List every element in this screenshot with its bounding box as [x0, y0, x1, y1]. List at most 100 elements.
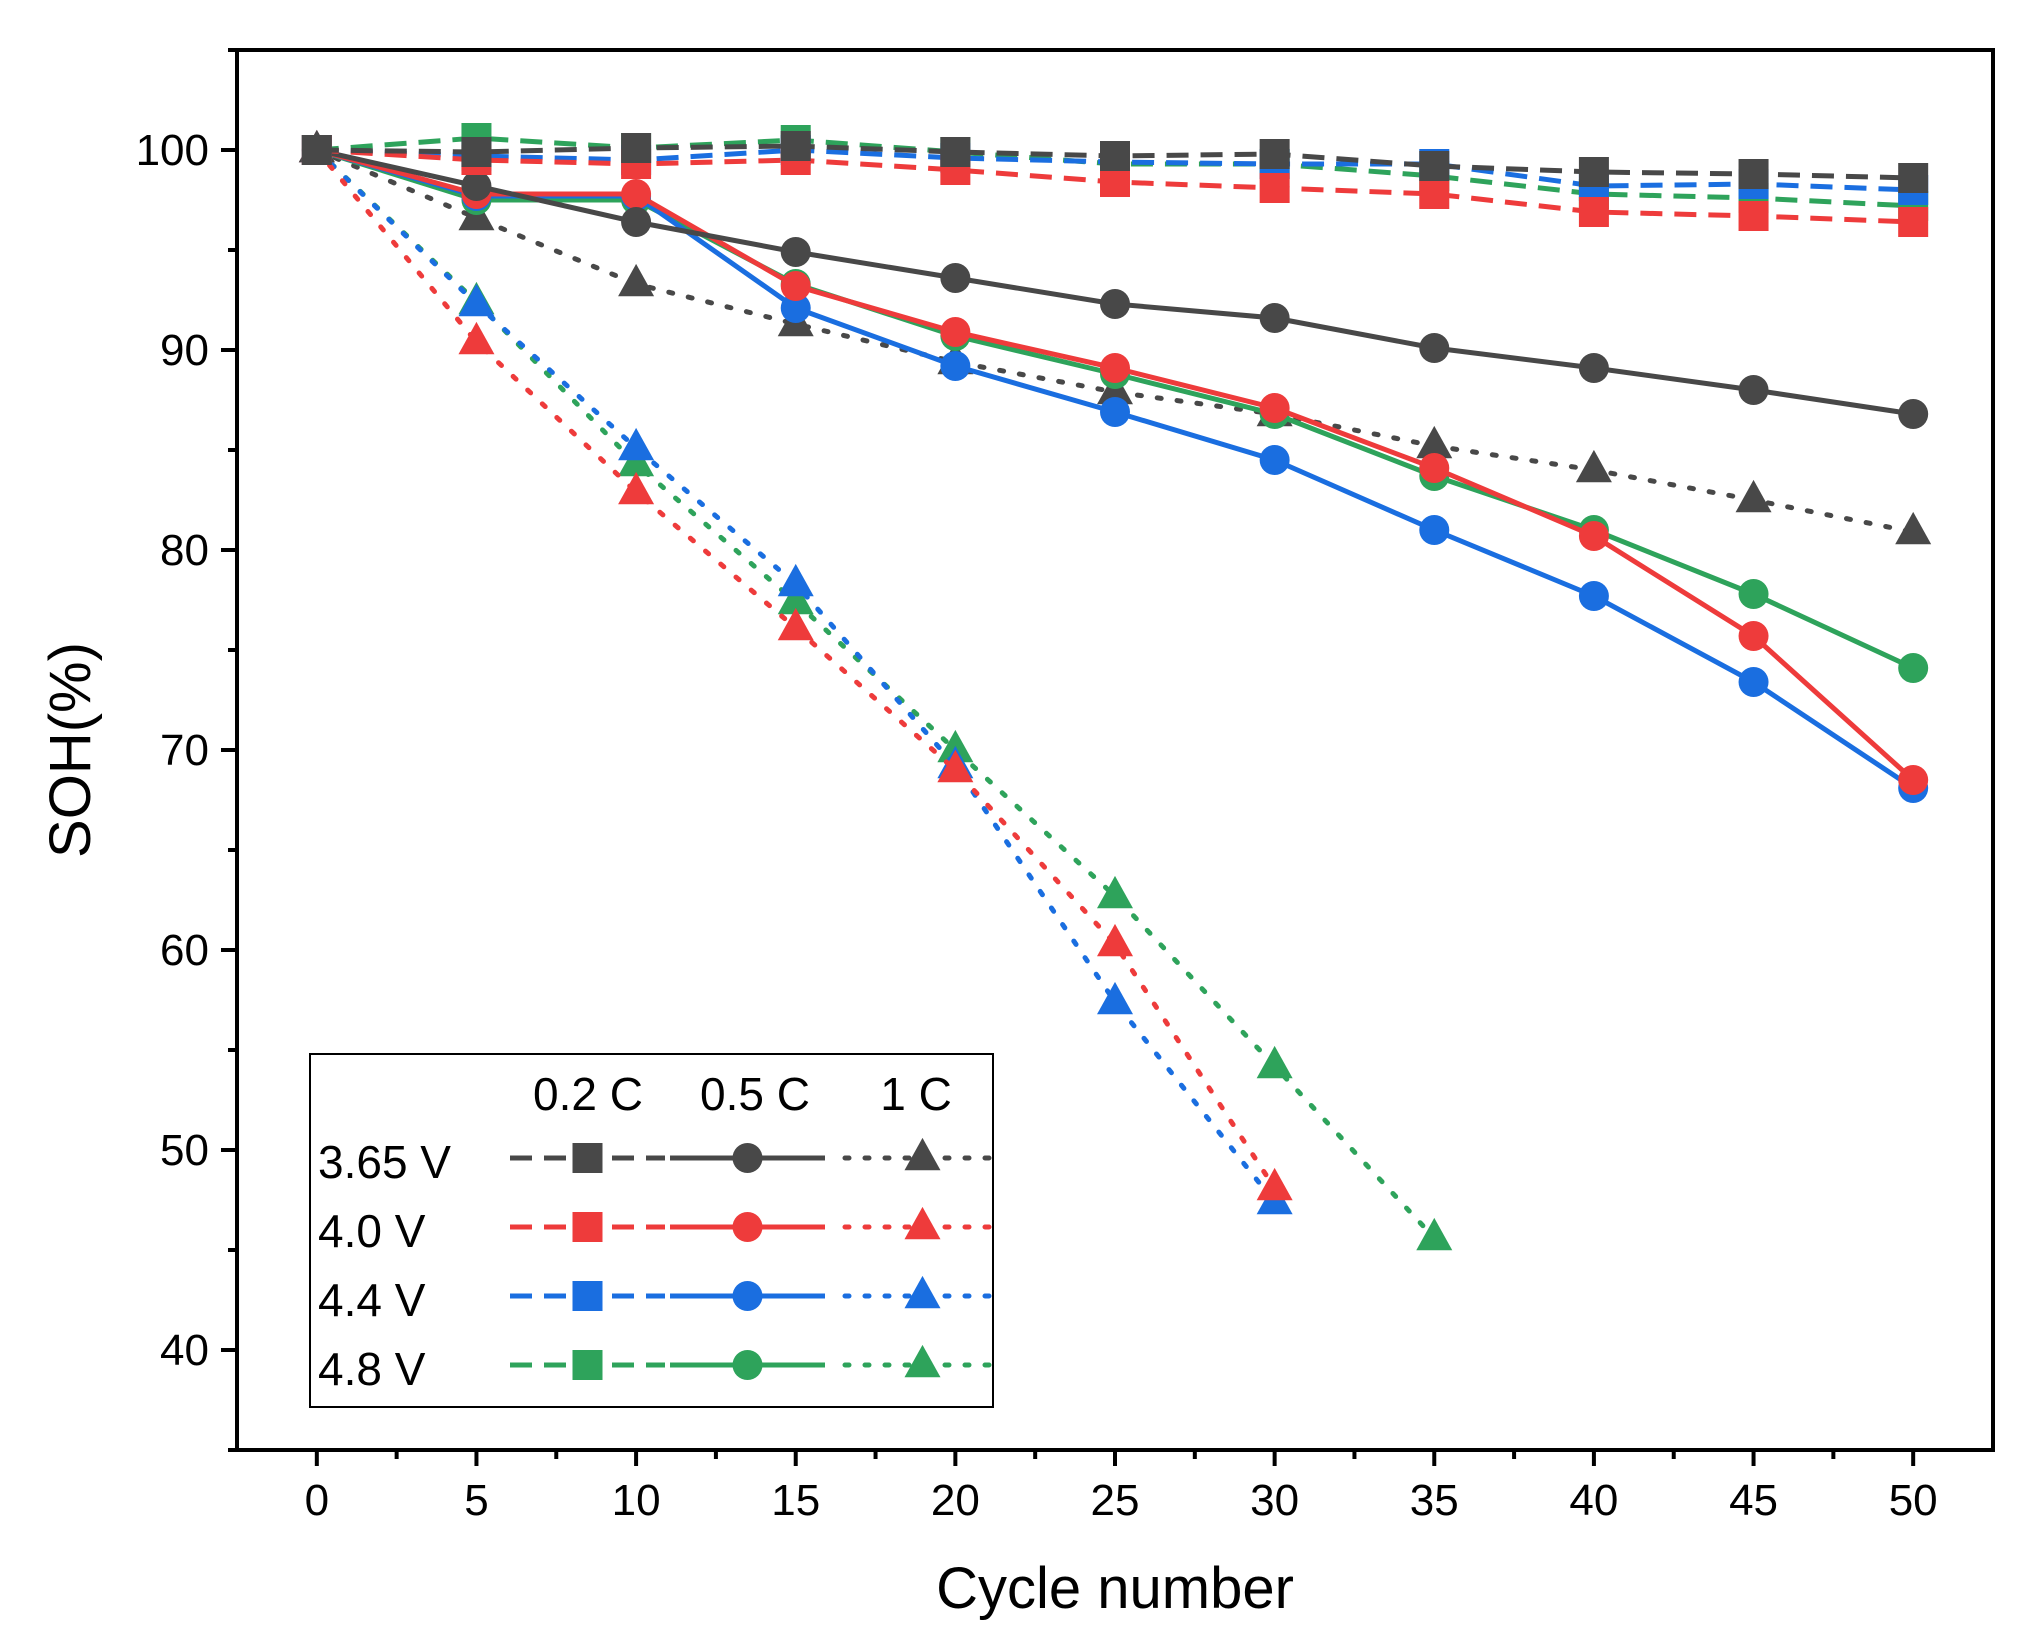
data-point-circle: [461, 171, 492, 201]
data-point-circle: [1578, 581, 1609, 611]
data-point-square: [1259, 139, 1290, 169]
data-point-square: [621, 133, 652, 163]
x-tick-label: 50: [1889, 1476, 1938, 1525]
legend-marker-triangle: [904, 1137, 941, 1171]
data-point-circle: [780, 237, 811, 267]
data-point-circle: [780, 293, 811, 323]
legend-sample-4-8-v-1-c: [842, 1344, 1003, 1378]
data-point-circle: [1100, 353, 1130, 383]
data-point-triangle: [458, 283, 495, 317]
legend-header-0-2c: 0.2 C: [533, 1068, 643, 1120]
x-tick-label: 30: [1250, 1476, 1299, 1525]
data-point-triangle: [1097, 981, 1133, 1015]
legend-header-0-5c: 0.5 C: [700, 1068, 810, 1120]
data-point-square: [780, 131, 811, 161]
legend-marker-circle: [732, 1212, 763, 1242]
data-point-circle: [1419, 453, 1450, 483]
series-4-4-v-0-5-c: [301, 135, 1929, 803]
legend-sample-4-4-v-1-c: [842, 1275, 1003, 1309]
legend-marker-square: [572, 1143, 603, 1173]
data-point-circle: [1259, 303, 1290, 333]
data-point-square: [1259, 173, 1290, 203]
data-point-square: [940, 137, 971, 167]
series-3-65-v-0-5-c: [301, 135, 1929, 429]
data-point-triangle: [1097, 875, 1133, 909]
data-point-circle: [1100, 397, 1130, 427]
data-point-circle: [1738, 579, 1769, 609]
legend-marker-triangle: [904, 1344, 941, 1378]
legend-marker-square: [572, 1212, 603, 1242]
legend-box: [309, 1053, 994, 1408]
data-point-circle: [1578, 521, 1609, 551]
data-point-triangle: [1097, 923, 1133, 957]
x-tick-label: 10: [612, 1476, 661, 1525]
data-point-circle: [1898, 653, 1929, 683]
data-point-square: [301, 135, 332, 165]
data-point-triangle: [618, 427, 655, 461]
x-tick-label: 45: [1729, 1476, 1778, 1525]
y-tick-label: 60: [160, 926, 209, 975]
y-tick-label: 50: [160, 1126, 209, 1175]
series-line: [316, 147, 1915, 782]
legend-marker-triangle: [904, 1206, 941, 1240]
data-point-circle: [1898, 399, 1929, 429]
series-line: [316, 147, 1915, 791]
legend-sample-4-0-v-1-c: [842, 1206, 1003, 1240]
legend-marker-triangle: [904, 1275, 941, 1309]
data-point-triangle: [937, 749, 974, 783]
data-point-triangle: [1575, 449, 1612, 483]
x-tick-label: 0: [305, 1476, 329, 1525]
data-point-square: [1578, 157, 1609, 187]
data-point-square: [1419, 179, 1450, 209]
legend-marker-circle: [732, 1350, 763, 1380]
y-tick-label: 40: [160, 1326, 209, 1375]
data-point-circle: [940, 263, 971, 293]
legend-sample-3-65-v-1-c: [842, 1137, 1003, 1171]
legend-sample-4-4-v-0-5-c: [670, 1281, 825, 1311]
data-point-triangle: [458, 321, 495, 355]
legend-header-1c: 1 C: [880, 1068, 952, 1120]
data-point-square: [1898, 163, 1929, 193]
ticks-layer: 0 5 10 15 20 25 30 35 40 45 50 40 50 60 70 80 90 100: [136, 48, 1938, 1525]
legend-marker-circle: [732, 1143, 763, 1173]
data-point-circle: [1898, 765, 1929, 795]
legend-label-3-65v: 3.65 V: [318, 1136, 451, 1188]
data-point-circle: [621, 179, 652, 209]
x-tick-label: 15: [771, 1476, 820, 1525]
data-point-triangle: [1256, 1045, 1293, 1079]
legend-label-4-4v: 4.4 V: [318, 1274, 426, 1326]
legend-label-4-0v: 4.0 V: [318, 1205, 426, 1257]
data-point-circle: [1738, 667, 1769, 697]
legend-sample-4-8-v-0-2-c: [510, 1350, 665, 1380]
data-point-circle: [1738, 621, 1769, 651]
legend-sample-3-65-v-0-2-c: [510, 1143, 665, 1173]
series-line: [314, 147, 1916, 535]
data-point-circle: [1259, 393, 1290, 423]
data-point-square: [1100, 167, 1130, 197]
y-tick-label: 70: [160, 726, 209, 775]
x-tick-label: 25: [1091, 1476, 1140, 1525]
x-axis-title: Cycle number: [936, 1556, 1294, 1621]
data-point-circle: [780, 271, 811, 301]
data-point-triangle: [1256, 1167, 1293, 1201]
data-point-triangle: [618, 471, 655, 505]
data-point-square: [1738, 201, 1769, 231]
data-point-square: [1898, 207, 1929, 237]
data-point-triangle: [1416, 425, 1453, 459]
legend-marker-square: [572, 1281, 603, 1311]
y-tick-label: 100: [136, 126, 209, 175]
data-point-square: [1419, 151, 1450, 181]
data-point-circle: [1419, 515, 1450, 545]
x-tick-label: 35: [1410, 1476, 1459, 1525]
data-point-square: [1738, 159, 1769, 189]
series-4-0-v-0-5-c: [301, 135, 1929, 795]
legend-sample-4-4-v-0-2-c: [510, 1281, 665, 1311]
data-point-circle: [1738, 375, 1769, 405]
data-point-triangle: [1735, 479, 1772, 513]
series-layer: [298, 123, 1932, 1251]
legend-marker-square: [572, 1350, 603, 1380]
series-3-65-v-0-2-c: [301, 131, 1929, 193]
legend-sample-4-0-v-0-5-c: [670, 1212, 825, 1242]
data-point-triangle: [777, 563, 814, 597]
